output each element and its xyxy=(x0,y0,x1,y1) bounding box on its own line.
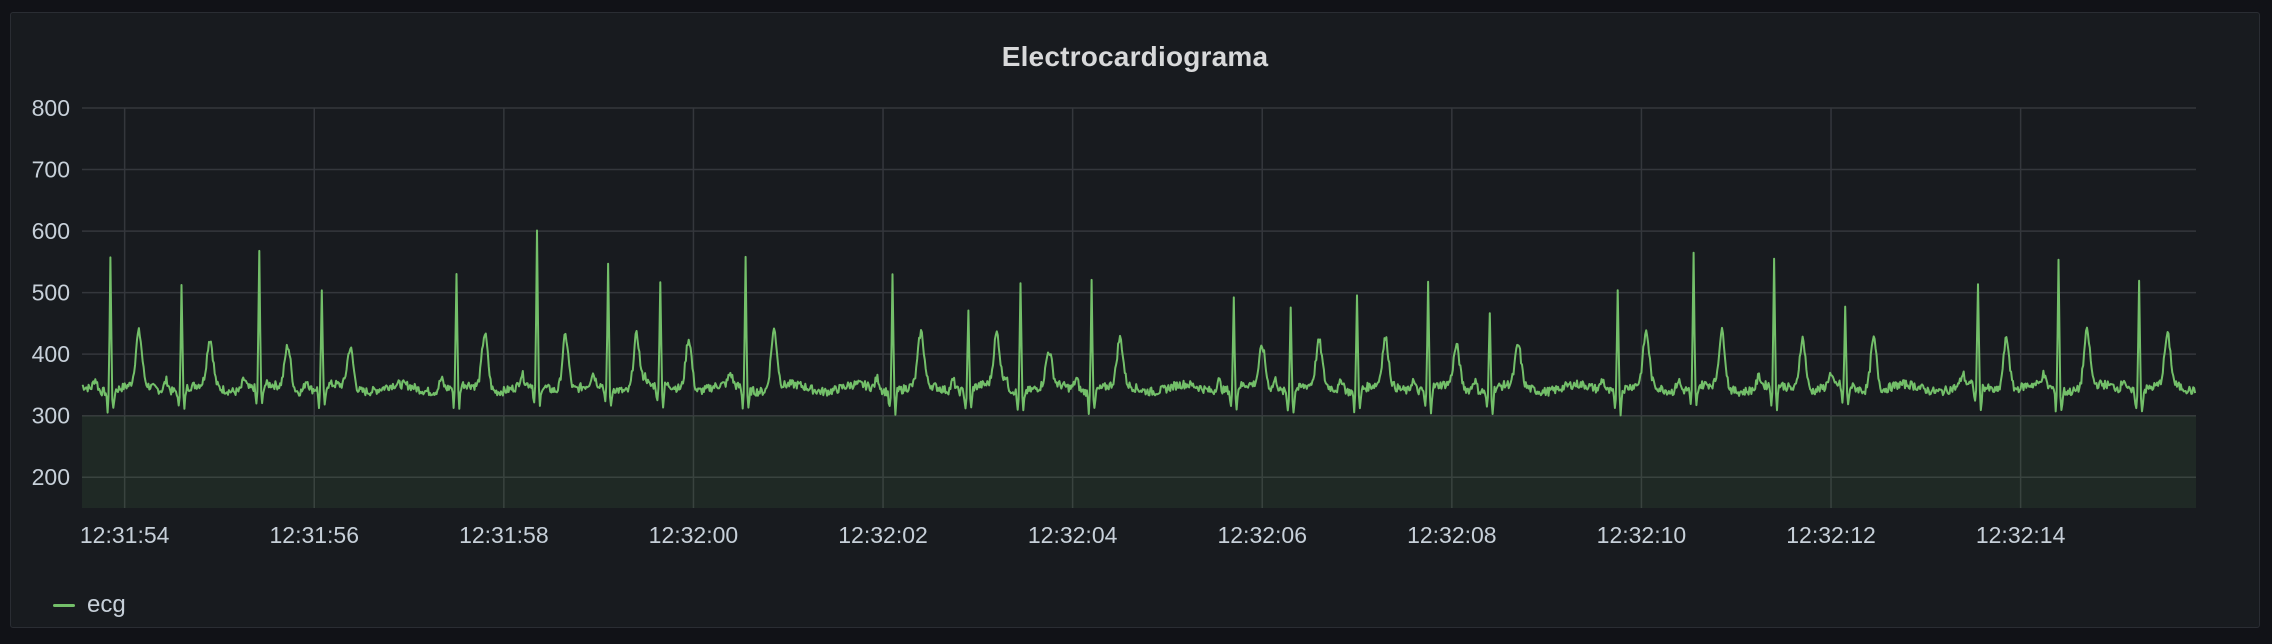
x-tick-label: 12:31:56 xyxy=(269,522,359,548)
y-tick-label: 600 xyxy=(32,218,70,244)
y-tick-label: 800 xyxy=(32,95,70,121)
x-tick-label: 12:32:06 xyxy=(1217,522,1307,548)
panel-title: Electrocardiograma xyxy=(1001,41,1269,72)
y-tick-label: 700 xyxy=(32,157,70,183)
series-ecg xyxy=(81,229,2197,508)
x-tick-label: 12:32:12 xyxy=(1786,522,1876,548)
y-tick-label: 300 xyxy=(32,403,70,429)
series-fill xyxy=(82,415,2196,508)
x-tick-label: 12:31:54 xyxy=(80,522,170,548)
x-tick-label: 12:32:10 xyxy=(1597,522,1687,548)
legend-label-ecg: ecg xyxy=(87,591,126,618)
x-tick-label: 12:32:00 xyxy=(649,522,739,548)
chart-panel: Electrocardiograma ecg xyxy=(10,12,2260,628)
x-tick-label: 12:32:14 xyxy=(1976,522,2066,548)
y-tick-label: 200 xyxy=(32,464,70,490)
x-tick-label: 12:32:04 xyxy=(1028,522,1118,548)
x-tick-label: 12:32:08 xyxy=(1407,522,1497,548)
legend-swatch-ecg xyxy=(53,603,75,607)
x-tick-label: 12:31:58 xyxy=(459,522,549,548)
axes: 200 300 400 500 600 700 800 12:31:54 12:31:56 12:… xyxy=(32,95,2066,548)
ecg-line xyxy=(81,229,2197,417)
x-tick-label: 12:32:02 xyxy=(838,522,928,548)
y-tick-label: 400 xyxy=(32,341,70,367)
y-tick-label: 500 xyxy=(32,280,70,306)
legend[interactable]: ecg xyxy=(53,591,126,619)
